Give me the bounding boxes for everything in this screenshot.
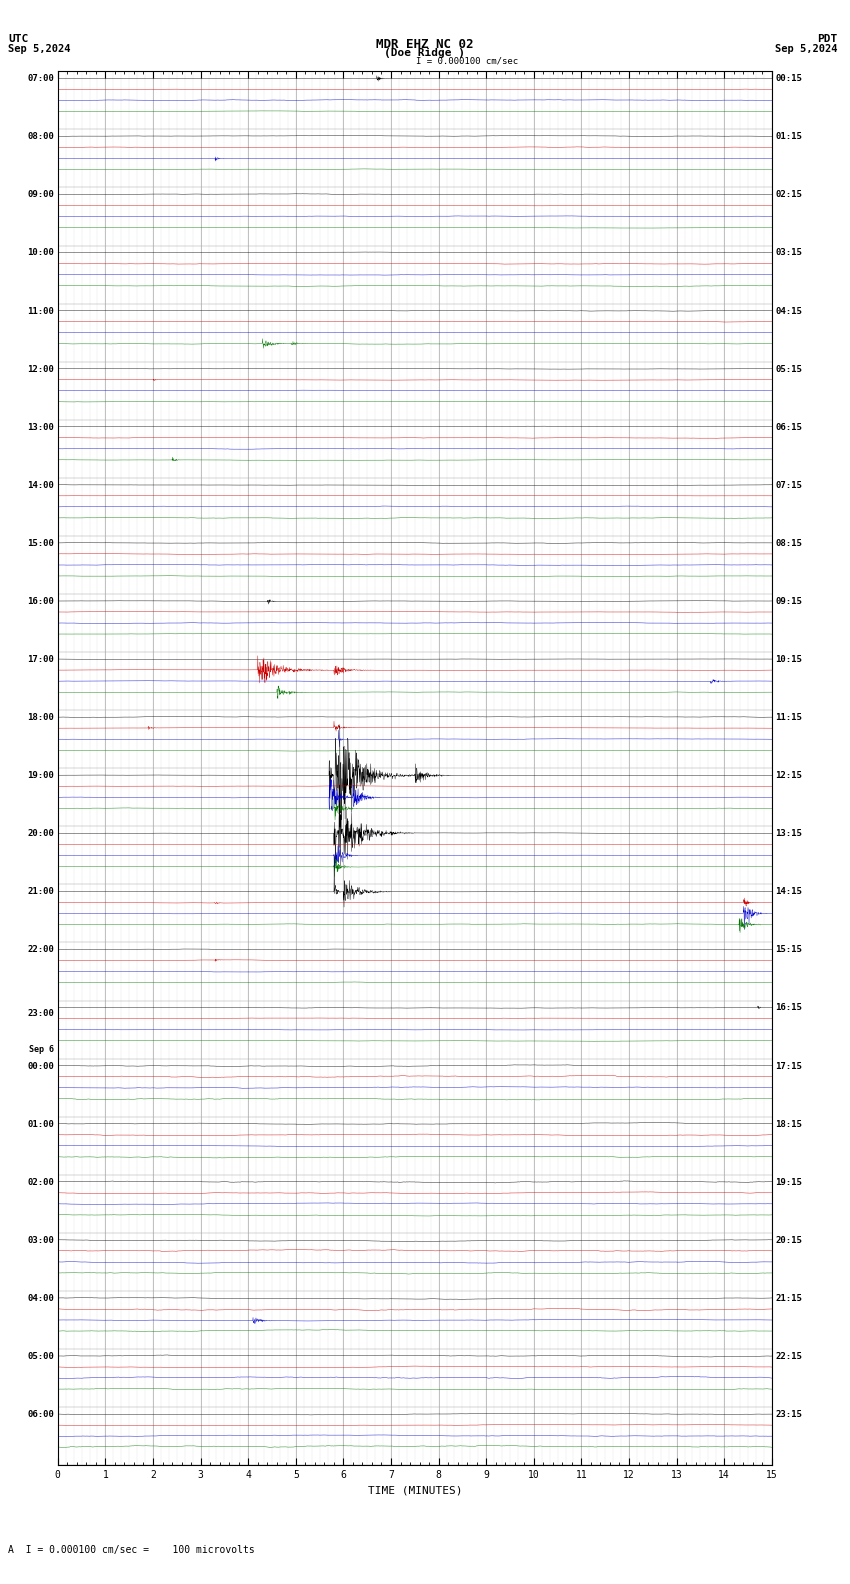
Text: 17:00: 17:00 xyxy=(27,656,54,664)
Text: 02:00: 02:00 xyxy=(27,1178,54,1186)
Text: 08:00: 08:00 xyxy=(27,133,54,141)
Text: 18:15: 18:15 xyxy=(775,1120,802,1129)
Text: Sep 6: Sep 6 xyxy=(29,1045,54,1055)
Text: 14:00: 14:00 xyxy=(27,482,54,489)
Text: 16:15: 16:15 xyxy=(775,1004,802,1012)
Text: 04:15: 04:15 xyxy=(775,307,802,315)
Text: 23:15: 23:15 xyxy=(775,1410,802,1419)
Text: Sep 5,2024: Sep 5,2024 xyxy=(8,44,71,54)
Text: A  I = 0.000100 cm/sec =    100 microvolts: A I = 0.000100 cm/sec = 100 microvolts xyxy=(8,1546,255,1555)
Text: 19:00: 19:00 xyxy=(27,771,54,781)
Text: 20:15: 20:15 xyxy=(775,1236,802,1245)
Text: MDR EHZ NC 02: MDR EHZ NC 02 xyxy=(377,38,473,51)
Text: 22:00: 22:00 xyxy=(27,946,54,955)
Text: I = 0.000100 cm/sec: I = 0.000100 cm/sec xyxy=(416,55,518,65)
Text: 22:15: 22:15 xyxy=(775,1353,802,1361)
Text: 05:15: 05:15 xyxy=(775,364,802,374)
Text: 00:15: 00:15 xyxy=(775,74,802,84)
Text: 08:15: 08:15 xyxy=(775,539,802,548)
Text: 10:00: 10:00 xyxy=(27,249,54,258)
Text: 09:15: 09:15 xyxy=(775,597,802,607)
Text: Sep 5,2024: Sep 5,2024 xyxy=(774,44,837,54)
Text: 03:15: 03:15 xyxy=(775,249,802,258)
Text: 09:00: 09:00 xyxy=(27,190,54,200)
Text: 18:00: 18:00 xyxy=(27,713,54,722)
Text: 20:00: 20:00 xyxy=(27,830,54,838)
Text: 16:00: 16:00 xyxy=(27,597,54,607)
Text: 10:15: 10:15 xyxy=(775,656,802,664)
Text: PDT: PDT xyxy=(817,33,837,44)
Text: 14:15: 14:15 xyxy=(775,887,802,897)
Text: 21:00: 21:00 xyxy=(27,887,54,897)
Text: 05:00: 05:00 xyxy=(27,1353,54,1361)
Text: 12:00: 12:00 xyxy=(27,364,54,374)
X-axis label: TIME (MINUTES): TIME (MINUTES) xyxy=(367,1486,462,1495)
Text: 03:00: 03:00 xyxy=(27,1236,54,1245)
Text: 04:00: 04:00 xyxy=(27,1294,54,1304)
Text: 11:00: 11:00 xyxy=(27,307,54,315)
Text: 17:15: 17:15 xyxy=(775,1061,802,1071)
Text: 13:15: 13:15 xyxy=(775,830,802,838)
Text: 21:15: 21:15 xyxy=(775,1294,802,1304)
Text: 02:15: 02:15 xyxy=(775,190,802,200)
Text: 13:00: 13:00 xyxy=(27,423,54,432)
Text: 01:15: 01:15 xyxy=(775,133,802,141)
Text: 00:00: 00:00 xyxy=(27,1061,54,1071)
Text: 19:15: 19:15 xyxy=(775,1178,802,1186)
Text: 11:15: 11:15 xyxy=(775,713,802,722)
Text: 07:00: 07:00 xyxy=(27,74,54,84)
Text: 01:00: 01:00 xyxy=(27,1120,54,1129)
Text: 06:00: 06:00 xyxy=(27,1410,54,1419)
Text: (Doe Ridge ): (Doe Ridge ) xyxy=(384,48,466,57)
Text: UTC: UTC xyxy=(8,33,29,44)
Text: 15:15: 15:15 xyxy=(775,946,802,955)
Text: 07:15: 07:15 xyxy=(775,482,802,489)
Text: 12:15: 12:15 xyxy=(775,771,802,781)
Text: 06:15: 06:15 xyxy=(775,423,802,432)
Text: 23:00: 23:00 xyxy=(27,1009,54,1019)
Text: 15:00: 15:00 xyxy=(27,539,54,548)
